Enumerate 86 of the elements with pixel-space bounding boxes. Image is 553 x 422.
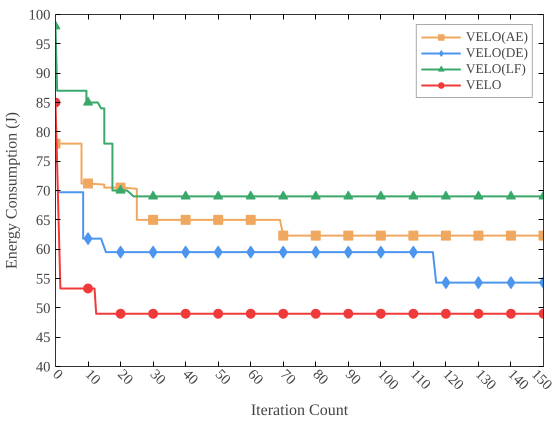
point <box>246 190 256 200</box>
point <box>474 276 483 290</box>
point <box>310 190 321 200</box>
point <box>343 190 354 200</box>
point <box>376 308 386 319</box>
point <box>213 190 224 200</box>
x-tick-label: 10 <box>82 366 104 388</box>
point <box>473 230 484 241</box>
y-tick-label: 100 <box>28 8 50 24</box>
y-tick-label: 50 <box>36 300 50 317</box>
point <box>148 190 158 200</box>
x-axis-title: Iteration Count <box>250 402 349 420</box>
y-tick-label: 75 <box>36 154 50 170</box>
point <box>246 246 256 259</box>
x-tick-label: 0 <box>49 366 66 384</box>
x-tick-label: 120 <box>440 366 466 394</box>
y-tick-label: 80 <box>36 124 50 141</box>
point <box>180 190 191 200</box>
legend-label: VELO(AE) <box>466 29 528 45</box>
x-tick-label: 100 <box>374 366 402 394</box>
point <box>180 308 191 319</box>
legend-label: VELO <box>466 77 502 93</box>
point <box>408 190 418 200</box>
x-tick-label: 60 <box>244 366 266 388</box>
point <box>473 308 484 319</box>
y-tick-label: 90 <box>36 66 50 82</box>
point <box>246 308 256 319</box>
point <box>310 230 321 241</box>
point <box>440 230 451 241</box>
y-tick-label: 70 <box>36 184 50 200</box>
point <box>278 308 288 319</box>
point <box>376 230 386 241</box>
point <box>440 308 451 319</box>
x-tick-label: 30 <box>146 366 168 388</box>
x-tick-label: 130 <box>472 366 499 394</box>
point <box>278 190 288 200</box>
point <box>83 283 94 294</box>
point <box>408 246 418 259</box>
point <box>148 308 158 319</box>
point <box>506 190 516 200</box>
point <box>441 276 450 290</box>
x-tick-label: 20 <box>114 366 136 388</box>
x-tick-label: 50 <box>212 366 234 388</box>
point <box>506 276 516 290</box>
y-tick-label: 85 <box>36 96 50 112</box>
point <box>83 96 94 106</box>
point <box>506 308 516 319</box>
point <box>180 214 191 225</box>
point <box>83 178 94 188</box>
point <box>311 246 320 259</box>
y-tick-label: 65 <box>36 212 50 229</box>
point <box>408 230 418 241</box>
legend-label: VELO(LF) <box>466 61 526 77</box>
x-tick-label: 80 <box>309 366 332 388</box>
point <box>310 308 321 319</box>
point <box>440 190 451 200</box>
point <box>181 246 190 259</box>
point <box>506 230 516 241</box>
legend-label: VELO(DE) <box>466 45 528 61</box>
x-tick-label: 90 <box>342 366 364 388</box>
y-tick-label: 45 <box>36 330 50 346</box>
point <box>213 308 224 319</box>
point <box>214 246 223 259</box>
y-tick-label: 55 <box>36 272 50 288</box>
point <box>148 214 158 225</box>
point <box>278 230 288 241</box>
point <box>116 246 126 259</box>
point <box>343 230 354 241</box>
x-tick-label: 40 <box>179 366 201 388</box>
point <box>278 246 288 259</box>
point <box>116 308 126 319</box>
y-axis-title: Energy Consumption (J) <box>4 112 21 270</box>
y-tick-label: 95 <box>36 36 50 53</box>
point <box>376 190 386 200</box>
point <box>376 246 386 259</box>
x-tick-label: 70 <box>276 366 299 388</box>
point <box>148 246 158 259</box>
point <box>344 246 353 259</box>
point <box>84 232 93 246</box>
point <box>343 308 354 319</box>
x-tick-label: 110 <box>407 366 434 394</box>
point <box>473 190 484 200</box>
point <box>408 308 418 319</box>
y-tick-label: 60 <box>36 242 50 258</box>
point <box>246 214 256 225</box>
point <box>213 214 224 225</box>
